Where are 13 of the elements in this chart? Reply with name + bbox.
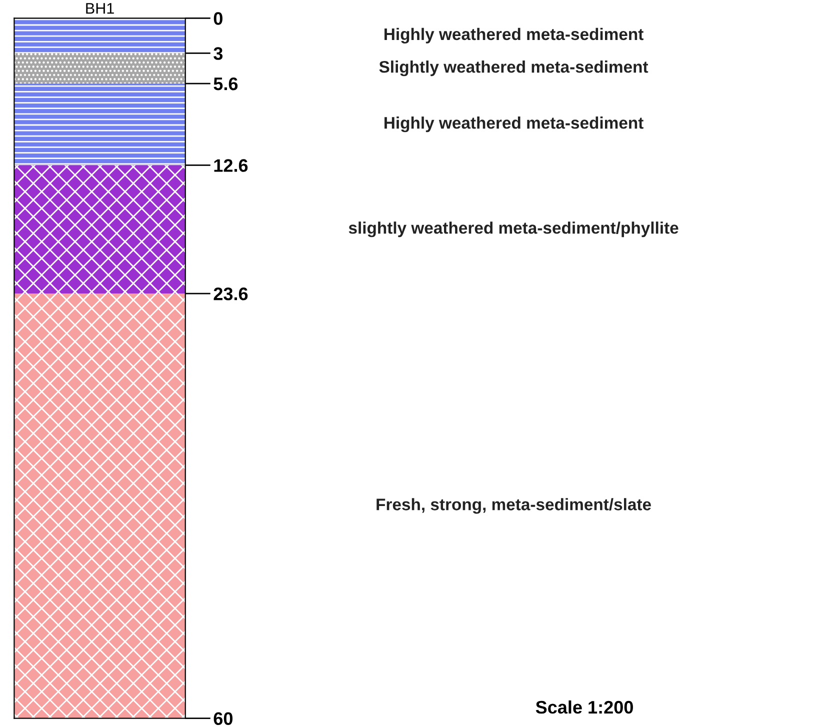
text: slightly weathered meta-sediment/phyllite (348, 222, 678, 238)
text: Scale 1:200 (536, 700, 633, 714)
y-tick-label: 23.6 (214, 287, 248, 300)
x-tick-label: BH1 (86, 3, 114, 14)
y-tick-label: 3 (214, 47, 223, 60)
text: Highly weathered meta-sediment (384, 116, 644, 132)
text: Highly weathered meta-sediment (384, 28, 644, 44)
text: Fresh, strong, meta-sediment/slate (376, 498, 651, 514)
y-tick-label: 12.6 (214, 159, 248, 172)
y-tick-label: 5.6 (214, 77, 238, 90)
text: Slightly weathered meta-sediment (379, 60, 648, 76)
y-tick-label: 60 (214, 712, 232, 725)
y-tick-label: 0 (214, 12, 222, 25)
